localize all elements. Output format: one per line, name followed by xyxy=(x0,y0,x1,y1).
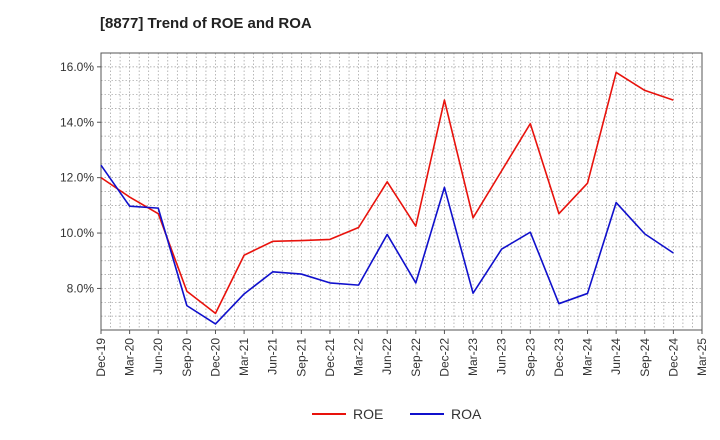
y-tick-label: 10.0% xyxy=(60,226,94,240)
x-tick-label: Sep-22 xyxy=(409,338,423,377)
x-tick-label: Mar-21 xyxy=(237,338,251,376)
x-tick-label: Jun-24 xyxy=(609,338,623,375)
x-tick-label: Dec-19 xyxy=(94,338,108,377)
x-tick-label: Sep-20 xyxy=(180,338,194,377)
chart-title: [8877] Trend of ROE and ROA xyxy=(100,15,312,32)
x-axis: Dec-19 Mar-20 Jun-20 Sep-20 Dec-20 Mar-21 Jun-… xyxy=(94,330,709,377)
x-tick-label: Sep-23 xyxy=(523,338,537,377)
y-axis: 8.0% 10.0% 12.0% 14.0% 16.0% xyxy=(60,60,101,295)
x-tick-label: Dec-20 xyxy=(208,338,222,377)
x-tick-label: Mar-22 xyxy=(352,338,366,376)
legend-label-roa: ROA xyxy=(451,406,482,422)
y-tick-label: 16.0% xyxy=(60,60,94,74)
x-tick-label: Mar-20 xyxy=(123,338,137,376)
plot-frame xyxy=(100,52,703,331)
x-tick-label: Mar-24 xyxy=(581,338,595,376)
y-tick-label: 12.0% xyxy=(60,171,94,185)
x-tick-label: Dec-23 xyxy=(552,338,566,377)
x-tick-label: Dec-24 xyxy=(666,338,680,377)
series-layer xyxy=(100,71,674,325)
x-tick-label: Jun-20 xyxy=(151,338,165,375)
series-line-roa xyxy=(100,164,674,325)
x-tick-label: Sep-24 xyxy=(638,338,652,377)
x-tick-label: Dec-21 xyxy=(323,338,337,377)
x-tick-label: Dec-22 xyxy=(437,338,451,377)
legend: ROE ROA xyxy=(312,406,482,422)
series-line-roe xyxy=(100,71,674,315)
y-tick-label: 8.0% xyxy=(67,281,95,295)
x-tick-label: Jun-23 xyxy=(495,338,509,375)
grid-layer xyxy=(101,53,702,330)
x-tick-label: Jun-21 xyxy=(266,338,280,375)
legend-label-roe: ROE xyxy=(353,406,383,422)
x-tick-label: Jun-22 xyxy=(380,338,394,375)
x-tick-label: Mar-25 xyxy=(695,338,709,376)
y-tick-label: 14.0% xyxy=(60,115,94,129)
x-tick-label: Sep-21 xyxy=(294,338,308,377)
x-tick-label: Mar-23 xyxy=(466,338,480,376)
